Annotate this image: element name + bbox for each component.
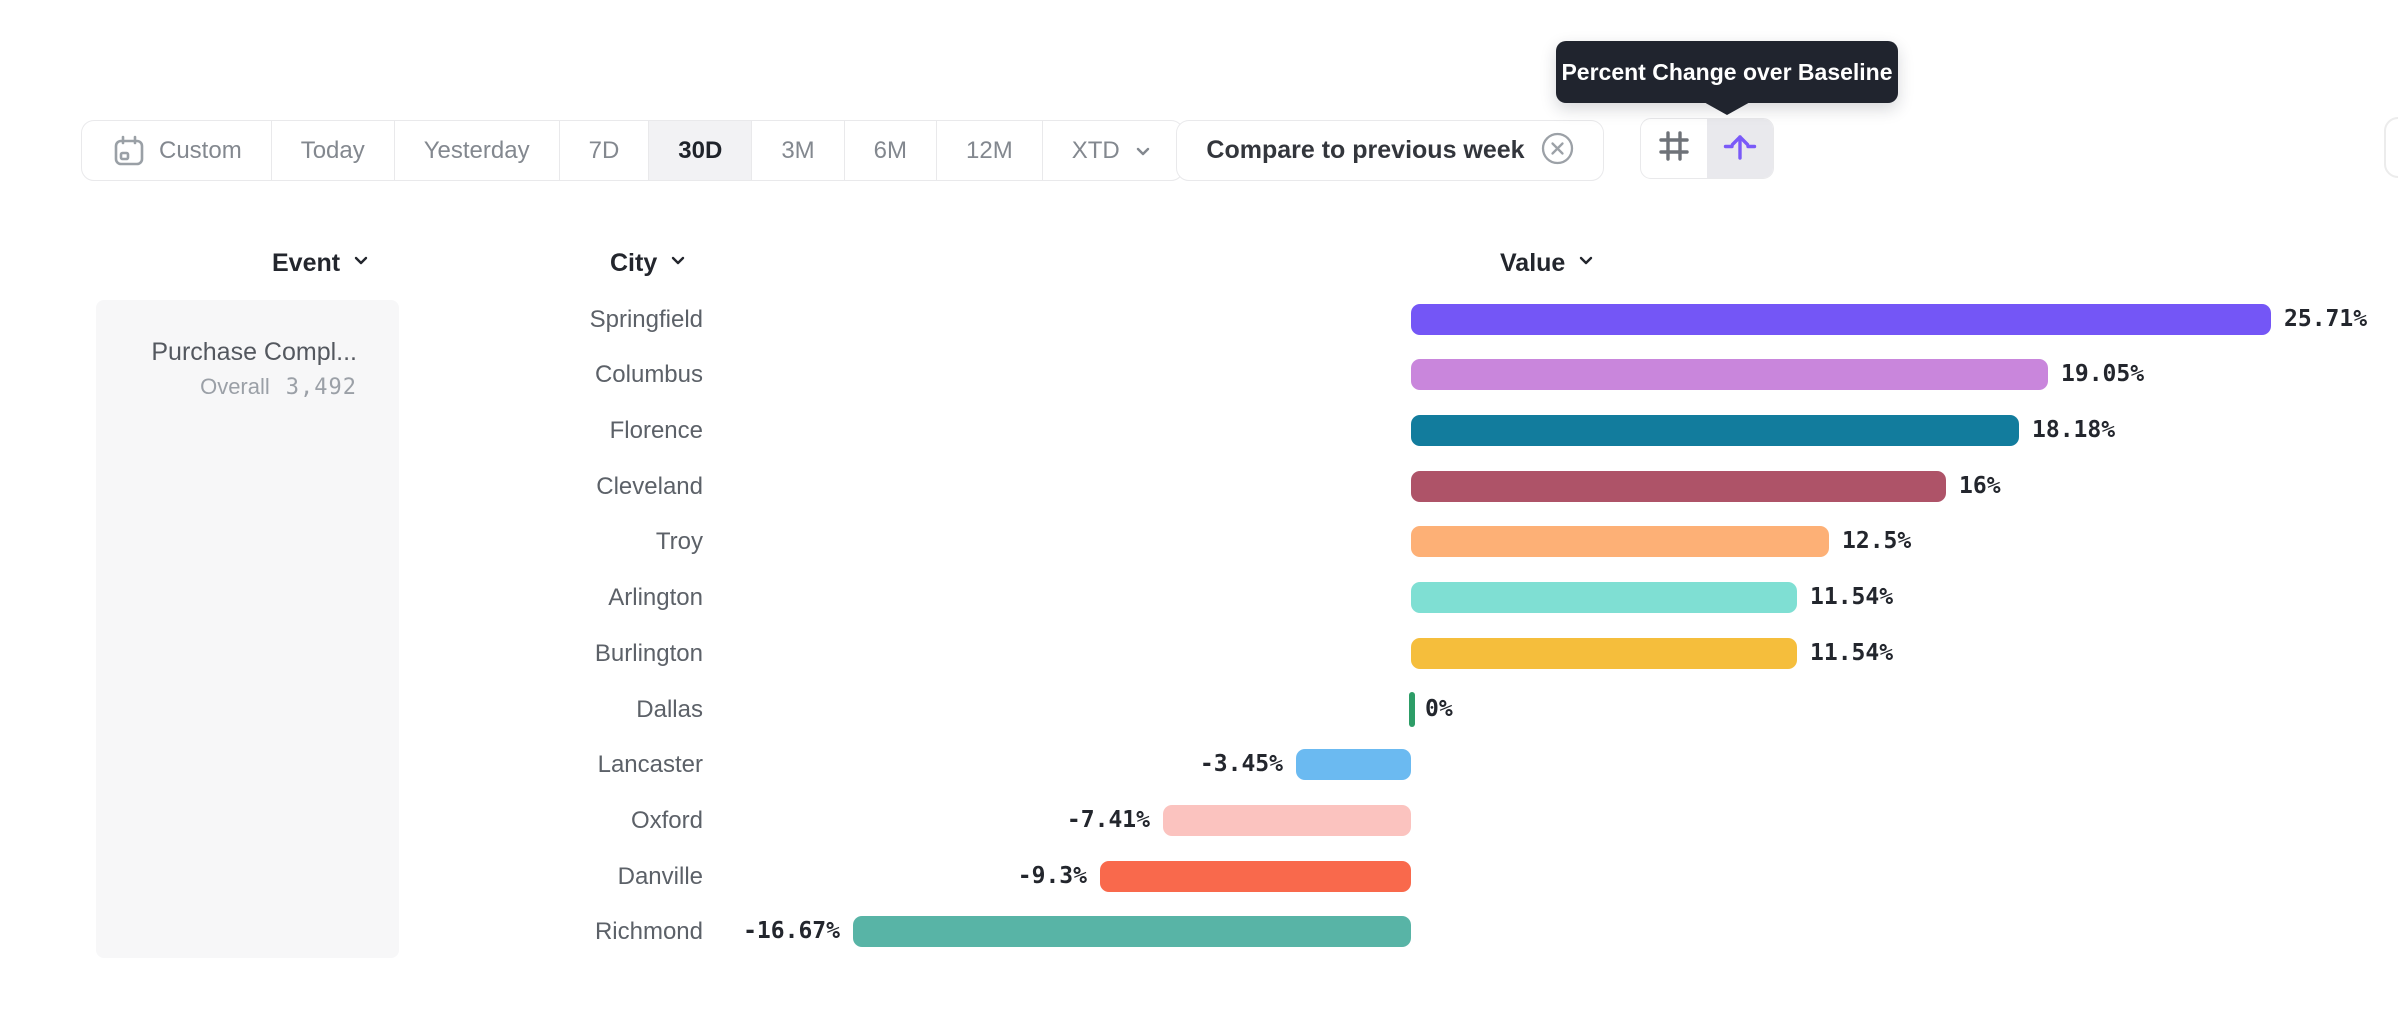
- bar[interactable]: [1411, 414, 2019, 446]
- percent-change-over-baseline-button[interactable]: [1707, 119, 1773, 178]
- chart-row: Richmond -16.67%: [0, 916, 2398, 948]
- chart-row: Danville -9.3%: [0, 860, 2398, 892]
- value-label: -7.41%: [1066, 806, 1150, 833]
- date-range-label: XTD: [1071, 136, 1120, 164]
- value-label: 11.54%: [1810, 639, 1894, 666]
- chart-row: Troy 12.5%: [0, 526, 2398, 558]
- date-range-3m[interactable]: 3M: [752, 121, 845, 180]
- date-range-label: 30D: [678, 136, 723, 164]
- city-label: Danville: [617, 862, 703, 890]
- date-range-label: 3M: [781, 136, 815, 164]
- chart-row: Burlington 11.54%: [0, 637, 2398, 669]
- chart-row: Cleveland 16%: [0, 470, 2398, 502]
- value-label: -3.45%: [1199, 751, 1283, 778]
- date-range-30d[interactable]: 30D: [649, 121, 753, 180]
- bar[interactable]: [1411, 637, 1797, 669]
- chevron-down-icon: [1132, 140, 1154, 162]
- value-label: -16.67%: [743, 918, 840, 945]
- bar[interactable]: [1296, 749, 1411, 781]
- chart-row: Springfield 25.71%: [0, 303, 2398, 335]
- city-label: Dallas: [636, 695, 703, 723]
- date-range-today[interactable]: Today: [272, 121, 395, 180]
- grid-view-button[interactable]: [1641, 119, 1707, 178]
- date-range-label: Yesterday: [423, 136, 530, 164]
- bar[interactable]: [853, 916, 1411, 948]
- calendar-icon: [111, 133, 147, 169]
- arrow-up-from-baseline-icon: [1719, 125, 1761, 172]
- tooltip-caret: [1702, 101, 1752, 115]
- city-label: Florence: [609, 416, 703, 444]
- metric-label: Overall: [200, 374, 270, 399]
- date-range-label: Today: [300, 136, 365, 164]
- chart-row: Florence 18.18%: [0, 414, 2398, 446]
- chart-row: Lancaster -3.45%: [0, 749, 2398, 781]
- value-label: 18.18%: [2032, 416, 2116, 443]
- bar[interactable]: [1411, 470, 1946, 502]
- city-label: Burlington: [594, 639, 703, 667]
- value-label: 19.05%: [2061, 361, 2145, 388]
- bar[interactable]: [1100, 860, 1411, 892]
- city-label: Cleveland: [596, 472, 703, 500]
- value-label: 11.54%: [1810, 584, 1894, 611]
- column-header-value[interactable]: Value: [1500, 248, 1597, 279]
- date-range-custom[interactable]: Custom: [82, 121, 272, 180]
- city-label: Troy: [655, 528, 703, 556]
- chevron-down-icon: [667, 249, 689, 278]
- chevron-down-icon: [1575, 249, 1597, 278]
- city-label: Richmond: [594, 918, 703, 946]
- bar[interactable]: [1163, 804, 1411, 836]
- date-range-7d[interactable]: 7D: [560, 121, 650, 180]
- chart-row: Arlington 11.54%: [0, 582, 2398, 614]
- date-range-12m[interactable]: 12M: [937, 121, 1043, 180]
- remove-compare-icon[interactable]: [1541, 132, 1574, 170]
- column-header-label: Event: [272, 249, 341, 277]
- view-toggle-group: [1640, 118, 1774, 179]
- column-header-label: Value: [1500, 249, 1566, 277]
- bar[interactable]: [1409, 691, 1415, 727]
- city-label: Oxford: [630, 806, 703, 834]
- date-range-label: 6M: [873, 136, 907, 164]
- value-label: 0%: [1425, 695, 1453, 722]
- date-range-segmented-control: Custom Today Yesterday 7D 30D 3M 6M 12M …: [81, 120, 1184, 181]
- compare-filter-label: Compare to previous week: [1206, 136, 1525, 164]
- city-label: Columbus: [594, 361, 703, 389]
- tooltip: Percent Change over Baseline: [1556, 41, 1898, 103]
- event-panel[interactable]: Purchase Compl... Overall 3,492: [96, 300, 399, 958]
- date-range-label: 12M: [966, 136, 1013, 164]
- column-header-city[interactable]: City: [610, 248, 689, 279]
- city-label: Springfield: [589, 305, 703, 333]
- chart-row: Columbus 19.05%: [0, 359, 2398, 391]
- event-metric: Overall 3,492: [96, 374, 357, 400]
- column-header-event[interactable]: Event: [272, 248, 372, 279]
- bar[interactable]: [1411, 582, 1797, 614]
- tooltip-text: Percent Change over Baseline: [1561, 58, 1893, 85]
- date-range-label: 7D: [588, 136, 620, 164]
- bar[interactable]: [1411, 303, 2271, 335]
- compare-filter-pill[interactable]: Compare to previous week: [1176, 120, 1604, 181]
- value-label: 25.71%: [2284, 305, 2368, 332]
- date-range-label: Custom: [159, 136, 242, 164]
- chevron-down-icon: [350, 249, 372, 278]
- bar[interactable]: [1411, 359, 2048, 391]
- chart-row: Dallas 0%: [0, 691, 2398, 727]
- value-label: -9.3%: [1017, 862, 1087, 889]
- date-range-6m[interactable]: 6M: [845, 121, 937, 180]
- event-name: Purchase Compl...: [151, 338, 357, 366]
- city-label: Arlington: [608, 584, 703, 612]
- date-range-yesterday[interactable]: Yesterday: [395, 121, 560, 180]
- city-label: Lancaster: [597, 751, 703, 779]
- grid-icon: [1653, 125, 1695, 172]
- value-label: 16%: [1959, 472, 2001, 499]
- metric-value: 3,492: [285, 375, 357, 400]
- bar[interactable]: [1411, 526, 1829, 558]
- chart-row: Oxford -7.41%: [0, 804, 2398, 836]
- date-range-xtd[interactable]: XTD: [1043, 121, 1183, 180]
- value-label: 12.5%: [1842, 528, 1912, 555]
- column-header-label: City: [610, 249, 658, 277]
